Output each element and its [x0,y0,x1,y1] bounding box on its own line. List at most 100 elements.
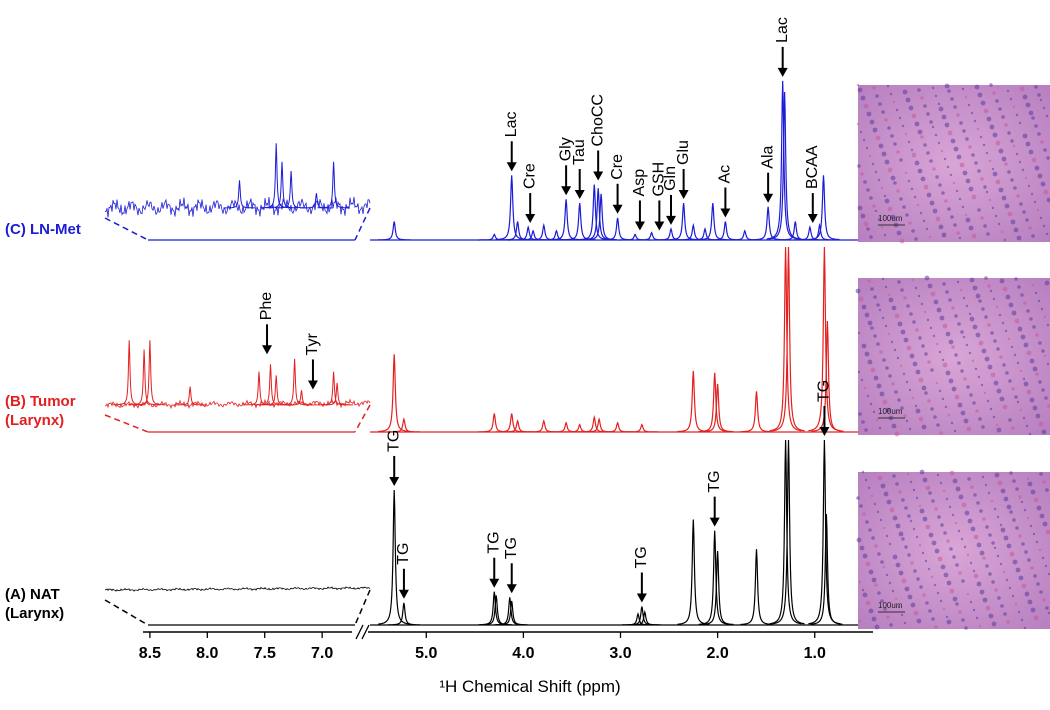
cell [889,507,895,513]
cell [918,416,924,422]
cell [962,296,966,300]
cell [878,426,882,430]
cell [910,561,914,565]
cell [937,141,941,145]
cell [1028,226,1032,230]
cell [882,565,886,569]
cell [924,391,928,395]
cell [877,552,881,556]
cell [984,356,990,362]
cell [856,537,862,543]
cell [873,334,877,338]
cell [890,175,896,181]
cell [958,236,962,240]
cell [961,205,965,209]
cell [998,148,1004,154]
cell [902,89,908,95]
annotation: Lac [774,17,791,43]
cell [925,601,929,605]
cell [858,580,862,584]
cell [965,343,969,347]
peak [550,199,583,241]
cell [884,159,890,165]
cell [991,541,995,545]
cell [928,235,932,239]
cell [863,221,869,227]
cell [1022,94,1028,100]
cell [921,551,925,555]
cell [1007,211,1013,217]
cell [921,344,925,348]
cell [1018,160,1022,164]
cell [920,302,924,306]
cell [912,361,918,367]
peak [495,413,528,433]
cell [990,499,994,503]
cell [955,563,959,567]
cell [1022,133,1028,139]
annotation: Gln [662,166,679,191]
cell [1025,102,1031,108]
cell [948,339,954,345]
arrow-head [636,593,647,603]
cell [884,324,888,328]
cell [953,146,959,152]
cell [1005,294,1011,300]
cell [951,345,955,349]
cell [905,213,909,217]
cell [885,573,889,577]
cell [1001,195,1007,201]
cell [998,187,1004,193]
cell [1041,349,1045,353]
cell [882,399,888,405]
cell [931,86,935,90]
cell [937,515,941,519]
cell [1042,521,1048,527]
cell [903,621,907,625]
cell [1035,540,1039,544]
annotation: TG [485,531,502,553]
cell [861,343,867,349]
cell [1012,518,1016,522]
cell [979,135,983,139]
peak [701,383,734,433]
cell [895,108,899,112]
cell [965,178,971,184]
cell [1036,208,1040,212]
cell [981,475,985,479]
cell [1000,488,1006,494]
cell [938,224,944,230]
cell [958,494,964,500]
annotation: TG [385,430,402,452]
cell [934,94,938,98]
cell [934,625,938,629]
peak [769,246,802,432]
cell [885,534,889,538]
cell [913,195,917,199]
cell [1022,377,1026,381]
cell [920,96,924,100]
cell [1034,165,1040,171]
cell [906,304,910,308]
cell [1012,479,1016,483]
cell [997,596,1001,600]
cell [919,585,923,589]
cell [872,127,878,133]
cell [1000,230,1004,234]
cell [971,233,977,239]
cell [1015,152,1019,156]
peak [495,600,528,626]
cell [878,143,884,149]
cell [922,477,928,483]
cell [1000,604,1004,608]
cell [966,426,972,432]
cell [984,276,988,280]
cell [905,97,911,103]
x-tick-label: 7.5 [254,645,276,662]
cell [1011,426,1015,430]
x-tick-label: 7.0 [311,645,333,662]
cell [996,347,1000,351]
cell [962,335,966,339]
cell [926,318,930,322]
cell [915,328,919,332]
